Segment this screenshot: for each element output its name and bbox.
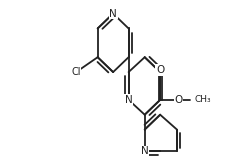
Text: O: O xyxy=(156,65,164,75)
Text: CH₃: CH₃ xyxy=(194,95,211,104)
Text: Cl: Cl xyxy=(71,67,81,77)
Text: N: N xyxy=(109,9,117,19)
Text: O: O xyxy=(174,95,182,105)
Text: N: N xyxy=(141,146,149,156)
Text: N: N xyxy=(125,95,132,105)
